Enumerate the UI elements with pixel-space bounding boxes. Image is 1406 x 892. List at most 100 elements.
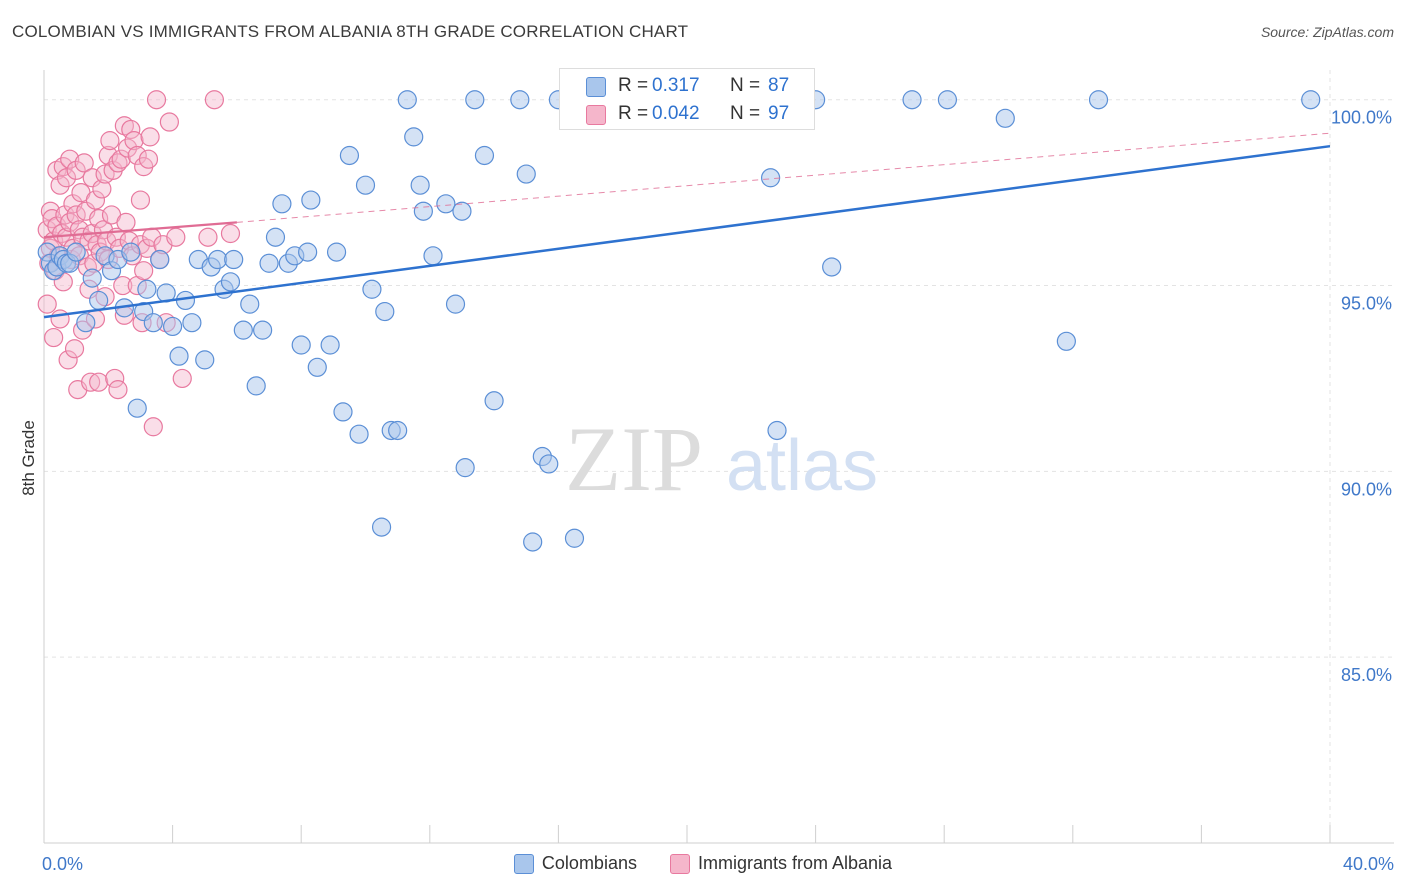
series-colombians-points xyxy=(37,90,1321,552)
colombian-point xyxy=(169,346,189,366)
colombian-point xyxy=(265,227,286,247)
albania-point xyxy=(117,138,138,158)
colombian-point xyxy=(233,320,253,340)
legend-label-albania: Immigrants from Albania xyxy=(697,852,893,873)
colombian-point xyxy=(397,90,417,110)
albania-point xyxy=(204,90,224,110)
albania-point xyxy=(111,149,131,169)
colombian-point xyxy=(510,90,530,110)
y-tick-label: 85.0% xyxy=(1341,665,1392,685)
albania-point xyxy=(108,380,128,400)
albania-point xyxy=(50,309,70,329)
colombian-point xyxy=(150,249,170,270)
albania-point xyxy=(66,205,86,225)
colombian-point xyxy=(388,420,408,441)
colombian-point xyxy=(301,190,321,210)
legend-swatch-colombians xyxy=(513,853,534,874)
colombian-point xyxy=(937,90,958,110)
albania-point xyxy=(92,179,112,199)
albania-point xyxy=(60,212,80,232)
chart-source: Source: ZipAtlas.com xyxy=(1260,24,1394,40)
legend: Colombians Immigrants from Albania xyxy=(0,852,1406,874)
n-label: N = xyxy=(730,103,761,124)
colombian-point xyxy=(760,168,781,188)
colombian-point xyxy=(355,175,376,195)
colombian-point xyxy=(349,424,369,444)
colombian-point xyxy=(484,391,504,411)
colombian-point xyxy=(523,532,543,552)
albania-point xyxy=(66,160,86,180)
colombian-point xyxy=(436,194,456,214)
albania-point xyxy=(53,157,73,177)
albania-point xyxy=(220,223,241,244)
albania-point xyxy=(44,327,64,348)
colombian-point xyxy=(291,335,311,355)
trend-lines xyxy=(43,132,1331,319)
colombian-point xyxy=(121,242,141,262)
colombian-point xyxy=(246,376,266,396)
albania-point xyxy=(166,227,186,247)
colombian-point xyxy=(995,108,1015,128)
stat-row-albania: R = 0.042 N = 97 xyxy=(560,99,814,129)
watermark-atlas: atlas xyxy=(726,426,878,506)
colombian-point xyxy=(326,242,347,262)
r-label: R = xyxy=(618,75,649,96)
albania-point xyxy=(130,190,151,210)
colombian-point xyxy=(539,454,559,474)
colombian-point xyxy=(465,90,485,110)
colombian-point xyxy=(259,253,279,273)
colombian-point xyxy=(224,249,244,270)
albania-point xyxy=(74,153,94,173)
correlation-stats-box: R = 0.317 N = 87 R = 0.042 N = 97 xyxy=(559,68,815,130)
colombian-point xyxy=(371,517,392,537)
y-tick-label: 90.0% xyxy=(1341,479,1392,499)
colombian-point xyxy=(272,194,292,214)
albania-point xyxy=(113,275,133,296)
colombians-trend-line xyxy=(43,144,1331,319)
colombian-point xyxy=(89,290,109,311)
legend-swatch-albania xyxy=(669,853,690,874)
x-tick-label: 0.0% xyxy=(42,854,83,874)
watermark-zip: ZIP xyxy=(565,408,703,510)
colombian-point xyxy=(76,313,96,333)
colombian-point xyxy=(1301,90,1321,110)
albania-point xyxy=(100,131,120,151)
colombian-point xyxy=(307,357,327,377)
colombian-point xyxy=(253,320,273,340)
colombian-point xyxy=(182,313,202,333)
albania-point xyxy=(134,261,154,281)
albania-point xyxy=(37,220,57,240)
colombian-point xyxy=(208,249,228,270)
legend-item-colombians[interactable]: Colombians xyxy=(513,853,637,874)
albania-point xyxy=(64,339,85,359)
colombian-point xyxy=(404,127,424,147)
albania-point xyxy=(116,212,136,232)
colombian-point xyxy=(375,301,395,322)
albania-point xyxy=(172,368,192,389)
r-value: 0.317 xyxy=(652,75,700,96)
albania-point xyxy=(127,145,147,166)
chart-title: COLOMBIAN VS IMMIGRANTS FROM ALBANIA 8TH… xyxy=(12,22,689,41)
colombian-point xyxy=(767,420,787,441)
colombian-point xyxy=(455,458,475,478)
legend-item-albania[interactable]: Immigrants from Albania xyxy=(669,852,893,874)
colombian-point xyxy=(220,272,241,292)
axes xyxy=(43,70,1394,844)
albania-point xyxy=(89,372,109,392)
albania-point xyxy=(124,131,144,151)
colombian-point xyxy=(66,242,86,262)
albania-trend-line-extended xyxy=(236,132,1331,223)
n-label: N = xyxy=(730,75,761,96)
colombian-point xyxy=(474,145,495,166)
albania-point xyxy=(138,149,159,169)
colombian-point xyxy=(516,164,536,184)
albania-point xyxy=(159,112,179,132)
colombian-point xyxy=(452,201,472,221)
x-tick-label: 40.0% xyxy=(1343,854,1394,874)
tick-labels: 100.0% 95.0% 90.0% 85.0% 0.0% 40.0% xyxy=(42,108,1394,874)
albania-point xyxy=(82,168,102,188)
colombian-point xyxy=(127,398,147,418)
albania-point xyxy=(85,190,106,210)
colombian-point xyxy=(82,268,102,288)
